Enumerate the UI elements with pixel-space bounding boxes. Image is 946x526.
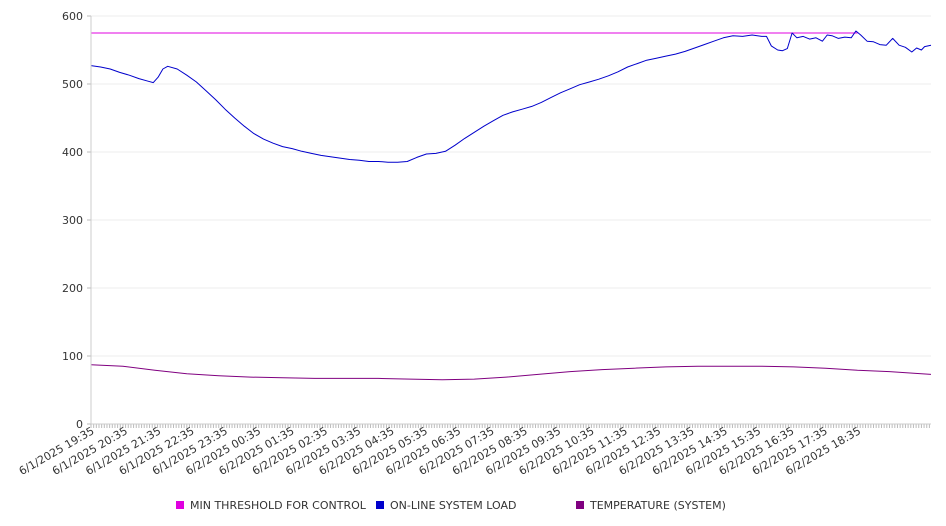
legend-swatch-1 — [376, 501, 384, 509]
legend-label-1: ON-LINE SYSTEM LOAD — [390, 499, 516, 512]
series-lines — [90, 30, 932, 381]
y-tick-label-4: 400 — [62, 146, 83, 159]
y-tick-label-0: 0 — [76, 418, 83, 431]
series-line-2 — [90, 364, 932, 381]
y-tick-label-1: 100 — [62, 350, 83, 363]
legend: MIN THRESHOLD FOR CONTROL ON-LINE SYSTEM … — [176, 499, 726, 512]
series-line-1 — [90, 30, 932, 163]
y-tick-label-6: 600 — [62, 10, 83, 23]
y-axis-ticks: 0 100 200 300 400 500 600 — [62, 10, 91, 431]
legend-swatch-0 — [176, 501, 184, 509]
legend-swatch-2 — [576, 501, 584, 509]
legend-label-2: TEMPERATURE (SYSTEM) — [589, 499, 726, 512]
y-tick-label-3: 300 — [62, 214, 83, 227]
x-axis-ticks: 6/1/2025 19:356/1/2025 20:356/1/2025 21:… — [17, 424, 930, 478]
legend-label-0: MIN THRESHOLD FOR CONTROL — [190, 499, 367, 512]
y-tick-label-2: 200 — [62, 282, 83, 295]
y-tick-label-5: 500 — [62, 78, 83, 91]
grid-lines — [91, 15, 931, 357]
